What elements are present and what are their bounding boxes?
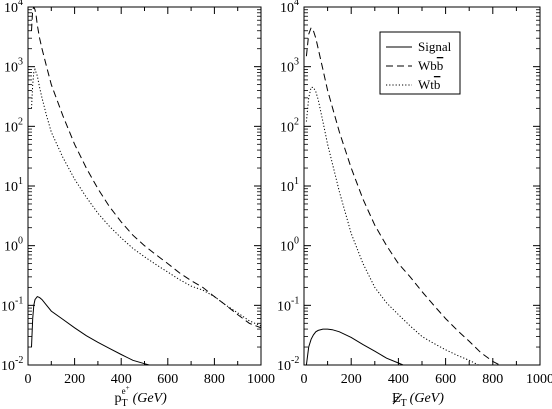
series-line-dashed: [31, 7, 261, 329]
y-tick-exponent: 2: [294, 116, 299, 127]
y-tick-exponent: -2: [15, 355, 23, 366]
y-tick-label: 10-2: [277, 355, 299, 374]
y-tick-base: 10: [4, 1, 18, 16]
y-tick-base: 10: [4, 120, 18, 135]
left-panel: 0 200 400 600 800 100010-210-1100101102103104…: [1, 0, 275, 409]
y-tick-base: 10: [280, 120, 294, 135]
x-tick-label: 200: [341, 372, 362, 387]
y-tick-base: 10: [4, 180, 18, 195]
x-tick-label: 800: [204, 372, 225, 387]
legend-label: Wbb: [418, 58, 443, 73]
legend-label-text: Signal: [418, 39, 452, 54]
x-tick-label: 1000: [247, 372, 275, 387]
y-tick-exponent: 1: [294, 176, 299, 187]
x-tick-label: 600: [435, 372, 456, 387]
y-tick-label: 104: [280, 0, 299, 16]
y-tick-label: 100: [4, 236, 23, 255]
plot-frame: [27, 6, 262, 366]
x-axis-label: ET (GeV): [392, 391, 444, 409]
y-tick-exponent: 3: [294, 57, 299, 68]
x-label-main: E: [392, 391, 401, 406]
x-tick-label: 0: [301, 372, 308, 387]
y-tick-base: 10: [1, 359, 15, 374]
x-label-subscript: T: [401, 398, 407, 409]
y-tick-label: 100: [280, 236, 299, 255]
series-line-dashed: [305, 26, 501, 365]
y-tick-exponent: 1: [18, 176, 23, 187]
y-tick-exponent: 0: [294, 236, 299, 247]
missing-energy-slash: [392, 393, 402, 405]
y-tick-base: 10: [280, 240, 294, 255]
series-line-solid: [31, 295, 150, 365]
x-tick-label: 0: [25, 372, 32, 387]
y-tick-base: 10: [280, 1, 294, 16]
x-label-charge: +: [126, 384, 130, 392]
x-label-superscript: e: [122, 386, 126, 396]
y-tick-base: 10: [277, 359, 291, 374]
x-label-main: p: [115, 391, 122, 406]
y-tick-label: 104: [4, 0, 23, 16]
legend-box: [379, 31, 461, 95]
series-line-dotted: [31, 67, 261, 327]
y-tick-label: 103: [280, 57, 299, 76]
series-line-dotted: [305, 86, 480, 365]
y-tick-label: 102: [280, 116, 299, 135]
y-tick-label: 10-2: [1, 355, 23, 374]
y-tick-label: 102: [4, 116, 23, 135]
legend-label: Signal: [418, 39, 452, 54]
y-tick-exponent: 4: [18, 0, 23, 8]
y-tick-exponent: -1: [291, 295, 299, 306]
x-tick-label: 200: [64, 372, 85, 387]
y-tick-label: 101: [4, 176, 23, 195]
y-tick-base: 10: [277, 299, 291, 314]
x-axis-label: pTe+(GeV): [115, 384, 168, 409]
y-tick-exponent: -1: [15, 295, 23, 306]
x-label-unit: (GeV): [133, 391, 168, 406]
y-tick-base: 10: [280, 180, 294, 195]
x-label-unit: (GeV): [410, 391, 445, 406]
y-tick-label: 103: [4, 57, 23, 76]
legend-label: Wtb: [418, 77, 440, 92]
right-panel: 0 200 400 600 800 100010-210-1100101102103104…: [277, 0, 552, 409]
legend-label-main: Wt: [418, 77, 434, 92]
x-tick-label: 600: [157, 372, 178, 387]
y-tick-base: 10: [1, 299, 15, 314]
y-tick-exponent: 3: [18, 57, 23, 68]
x-tick-label: 1000: [526, 372, 552, 387]
y-tick-exponent: 0: [18, 236, 23, 247]
x-tick-label: 400: [388, 372, 409, 387]
y-tick-label: 10-1: [277, 295, 299, 314]
x-tick-label: 800: [482, 372, 503, 387]
x-label-subscript: T: [122, 398, 128, 409]
y-tick-base: 10: [4, 61, 18, 76]
y-tick-base: 10: [280, 61, 294, 76]
legend-label-overbar: b: [434, 77, 441, 92]
legend-label-main: Wb: [418, 58, 437, 73]
y-tick-label: 10-1: [1, 295, 23, 314]
legend-label-overbar: b: [437, 58, 444, 73]
y-tick-base: 10: [4, 240, 18, 255]
x-tick-label: 400: [111, 372, 132, 387]
series-line-solid: [305, 328, 404, 365]
y-tick-label: 101: [280, 176, 299, 195]
y-tick-exponent: -2: [291, 355, 299, 366]
y-tick-exponent: 4: [294, 0, 299, 8]
y-tick-exponent: 2: [18, 116, 23, 127]
